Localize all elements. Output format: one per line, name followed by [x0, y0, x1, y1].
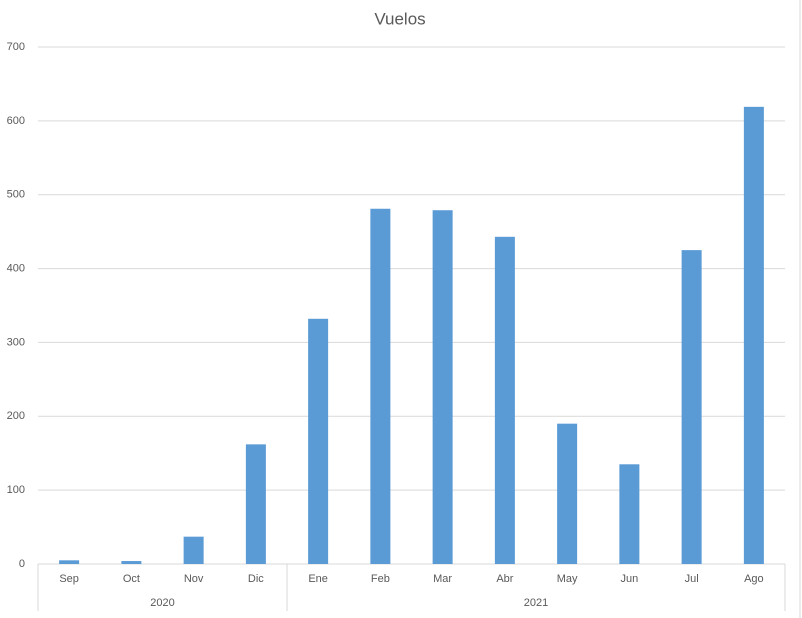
x-tick-label: May [557, 573, 578, 585]
bar [494, 236, 515, 564]
y-tick-label: 200 [7, 410, 25, 422]
x-tick-label: Abr [496, 573, 513, 585]
y-tick-label: 300 [7, 336, 25, 348]
x-tick-label: Oct [123, 573, 140, 585]
bar [432, 210, 453, 564]
x-tick-label: Ene [308, 573, 328, 585]
bar [681, 250, 702, 564]
y-tick-label: 100 [7, 484, 25, 496]
y-tick-label: 500 [7, 189, 25, 201]
x-tick-label: Dic [248, 573, 264, 585]
y-tick-label: 600 [7, 115, 25, 127]
group-label: 2020 [150, 597, 174, 609]
y-tick-label: 700 [7, 41, 25, 53]
x-tick-label: Jul [685, 573, 699, 585]
x-tick-label: Ago [744, 573, 764, 585]
chart-title: Vuelos [374, 9, 425, 28]
bar [743, 106, 764, 565]
bar [557, 423, 578, 564]
bar [245, 444, 266, 564]
x-tick-label: Sep [59, 573, 79, 585]
bar [619, 464, 640, 564]
y-tick-label: 0 [19, 558, 25, 570]
x-tick-label: Mar [433, 573, 452, 585]
group-label: 2021 [524, 597, 548, 609]
bar [183, 536, 204, 564]
bar [308, 318, 329, 564]
bar [59, 560, 80, 564]
x-tick-label: Feb [371, 573, 390, 585]
x-tick-label: Jun [621, 573, 639, 585]
bar [370, 208, 391, 565]
y-tick-label: 400 [7, 262, 25, 274]
x-tick-label: Nov [184, 573, 204, 585]
bar [121, 561, 142, 564]
